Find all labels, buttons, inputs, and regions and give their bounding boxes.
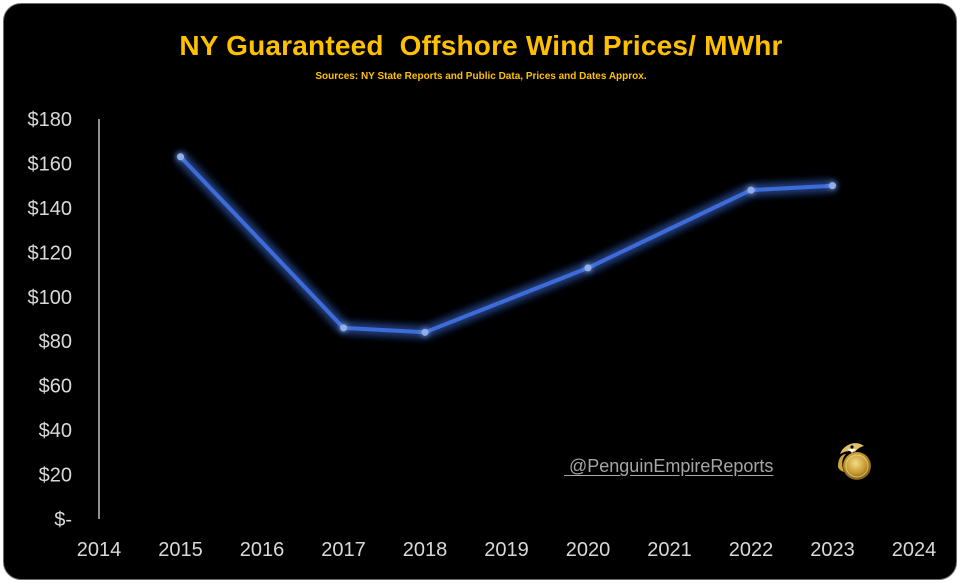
chart-title: NY Guaranteed Offshore Wind Prices/ MWhr [179, 30, 783, 61]
y-tick-label: $20 [39, 465, 72, 487]
data-point [340, 324, 347, 332]
x-tick-label: 2017 [321, 539, 366, 561]
y-tick-label: $100 [28, 287, 73, 309]
x-tick-label: 2020 [566, 539, 611, 561]
x-axis: 2014 2015 2016 2017 2018 2019 2020 2021 2022 2023… [77, 539, 937, 561]
data-point [747, 186, 755, 194]
y-axis: $- $20 $40 $60 $80 $100 $120 $140 $160 $180 [28, 109, 100, 531]
chart-frame: NY Guaranteed Offshore Wind Prices/ MWhr… [3, 3, 957, 580]
y-tick-label: $- [54, 509, 72, 531]
x-tick-label: 2014 [77, 539, 122, 561]
x-tick-label: 2021 [647, 539, 692, 561]
x-tick-label: 2016 [240, 539, 285, 561]
x-tick-label: 2015 [158, 539, 203, 561]
x-tick-label: 2023 [810, 539, 855, 561]
y-tick-label: $80 [39, 331, 72, 353]
data-point [177, 153, 184, 161]
y-tick-label: $40 [39, 420, 72, 442]
data-point [829, 182, 836, 190]
x-tick-label: 2018 [403, 539, 448, 561]
series-line [178, 154, 835, 335]
x-tick-label: 2022 [729, 539, 774, 561]
y-tick-label: $180 [28, 109, 73, 131]
y-tick-label: $60 [39, 376, 72, 398]
x-tick-label: 2019 [484, 539, 529, 561]
x-tick-label: 2024 [892, 539, 937, 561]
watermark-handle: @PenguinEmpireReports [564, 456, 774, 476]
series-group [177, 153, 836, 336]
line-chart: $-$20$40$60$80$100$120$140$160$180 2014 2… [28, 109, 937, 561]
y-tick-label: $160 [28, 153, 73, 175]
data-point [584, 264, 592, 272]
penguin-logo-icon [838, 443, 871, 480]
y-tick-label: $120 [28, 242, 73, 264]
chart-subtitle: Sources: NY State Reports and Public Dat… [315, 71, 647, 82]
data-point [421, 328, 429, 336]
y-tick-label: $140 [28, 198, 73, 220]
